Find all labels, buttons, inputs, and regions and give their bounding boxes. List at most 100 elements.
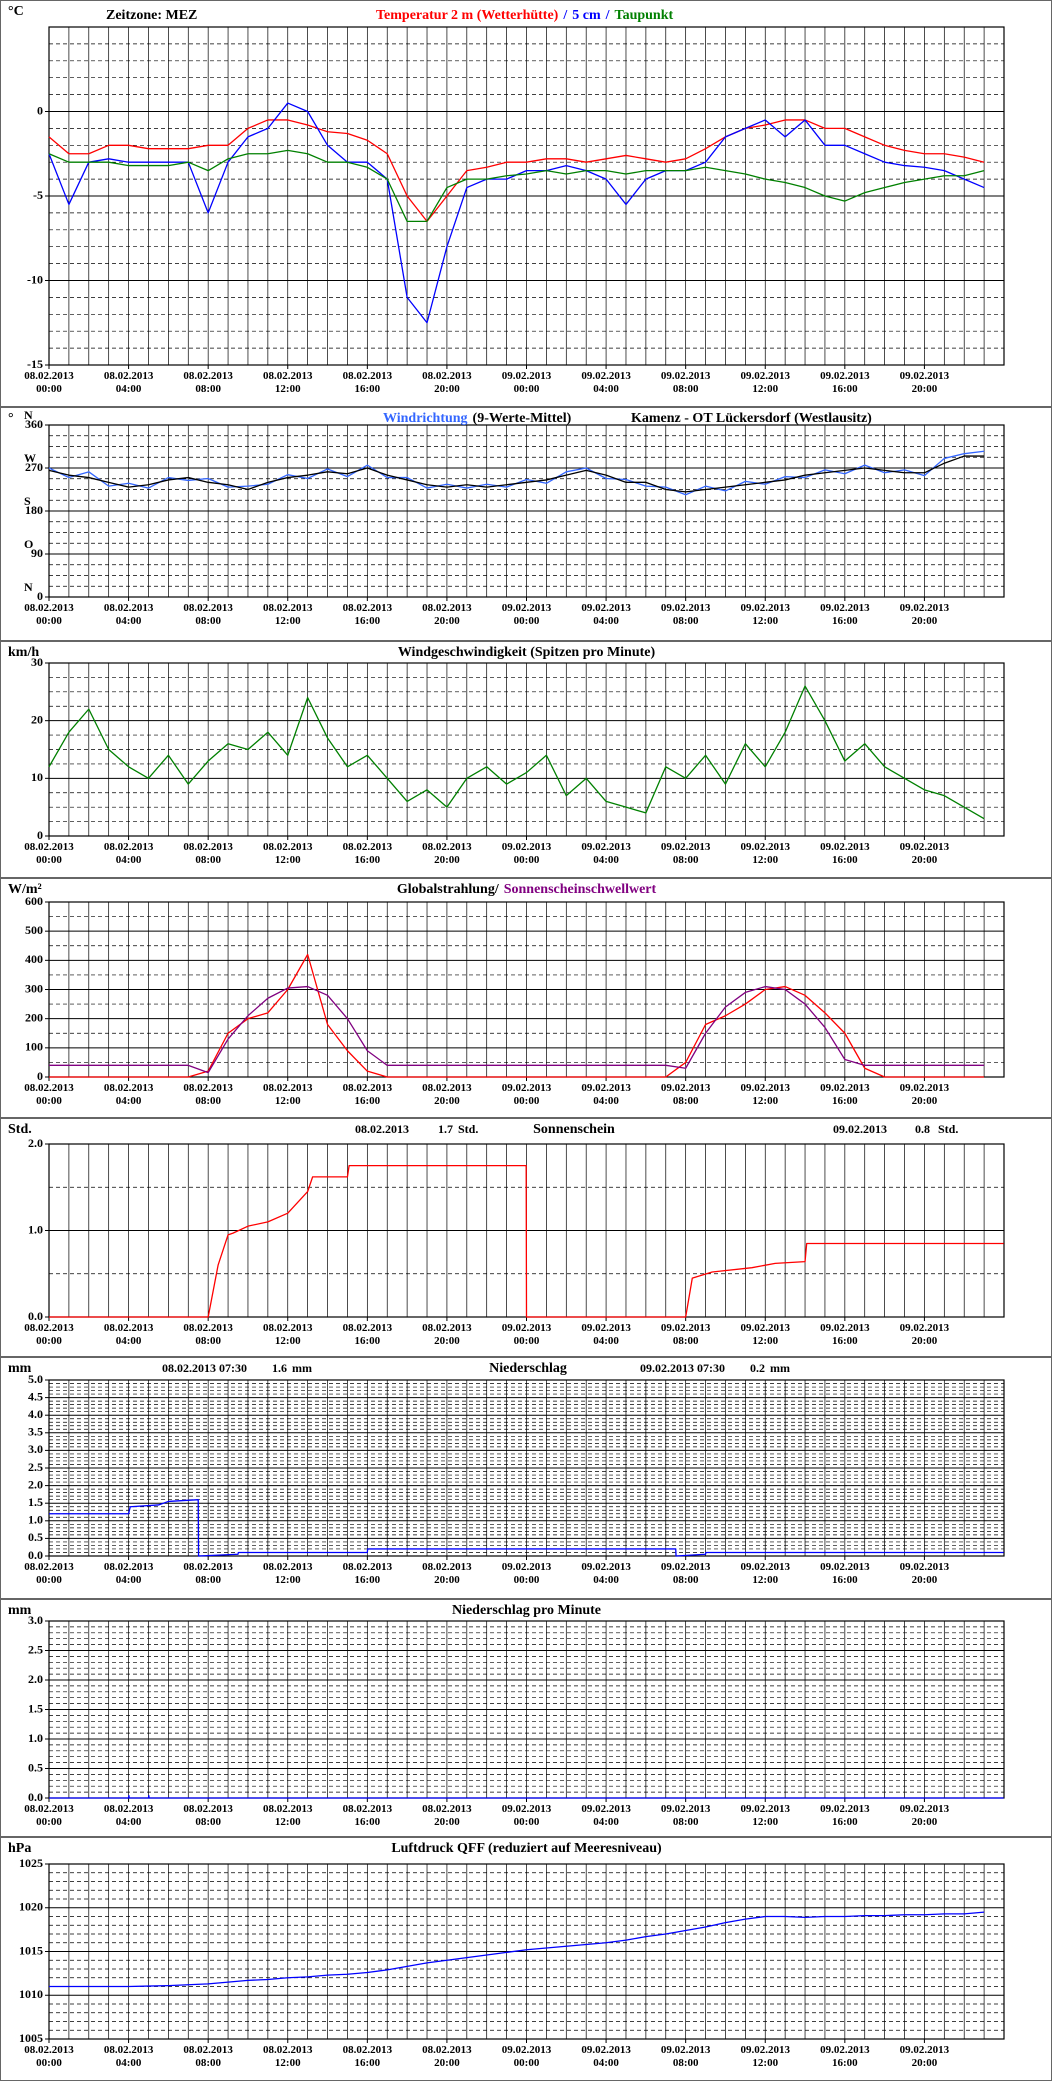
y-tick-name: O bbox=[24, 537, 33, 551]
legend-entry: Sonnenscheinschwellwert bbox=[504, 882, 657, 897]
y-tick-label: 1020 bbox=[19, 1900, 43, 1914]
x-tick-label: 09.02.2013 00:00 bbox=[501, 1322, 552, 1347]
unit-label: °C bbox=[8, 4, 24, 19]
legend: Temperatur 2 m (Wetterhütte)/5 cm / Taupun… bbox=[376, 8, 673, 23]
y-tick-label: 300 bbox=[25, 981, 43, 995]
y-tick-label: 0.5 bbox=[28, 1760, 43, 1774]
day-unit: mm bbox=[292, 1361, 312, 1375]
x-tick-label: 09.02.2013 16:00 bbox=[820, 1803, 870, 1828]
y-tick-label: 1015 bbox=[19, 1943, 43, 1957]
y-tick-label: 2.5 bbox=[28, 1460, 43, 1474]
x-tick-label: 09.02.2013 20:00 bbox=[899, 841, 950, 866]
x-tick-label: 09.02.2013 04:00 bbox=[581, 370, 631, 395]
x-tick-label: 09.02.2013 08:00 bbox=[660, 1322, 711, 1347]
day-date: 09.02.2013 bbox=[833, 1122, 887, 1136]
x-tick-label: 09.02.2013 00:00 bbox=[501, 602, 552, 627]
x-tick-label: 09.02.2013 08:00 bbox=[660, 1561, 711, 1586]
y-tick-label: 2.0 bbox=[28, 1477, 43, 1491]
y-tick-label: 2.0 bbox=[28, 1672, 43, 1686]
x-tick-label: 08.02.2013 12:00 bbox=[263, 602, 313, 627]
y-tick-label: 0.5 bbox=[28, 1530, 43, 1544]
unit-label: W/m² bbox=[8, 882, 42, 897]
legend-entry: / bbox=[562, 8, 568, 23]
y-tick-label: 30 bbox=[31, 655, 43, 669]
x-tick-label: 09.02.2013 00:00 bbox=[501, 1561, 552, 1586]
y-tick-name: N bbox=[24, 580, 33, 594]
y-tick-name: W bbox=[24, 451, 36, 465]
data-line bbox=[48, 450, 985, 496]
y-tick-label: 270 bbox=[25, 460, 43, 474]
chart-title: Windgeschwindigkeit (Spitzen pro Minute) bbox=[398, 645, 656, 660]
y-tick-label: 3.5 bbox=[28, 1425, 43, 1439]
x-tick-label: 09.02.2013 12:00 bbox=[740, 370, 791, 395]
legend-entry: Windrichtung bbox=[383, 411, 468, 426]
x-tick-label: 09.02.2013 00:00 bbox=[501, 2044, 552, 2069]
day-total: 1.6 bbox=[272, 1361, 287, 1375]
x-tick-label: 09.02.2013 00:00 bbox=[501, 841, 552, 866]
x-tick-label: 08.02.2013 00:00 bbox=[24, 1322, 74, 1347]
x-tick-label: 08.02.2013 16:00 bbox=[342, 1322, 393, 1347]
x-tick-label: 08.02.2013 04:00 bbox=[103, 1803, 154, 1828]
day-total: 0.8 bbox=[915, 1122, 930, 1136]
x-tick-label: 08.02.2013 04:00 bbox=[103, 2044, 154, 2069]
y-tick-label: 600 bbox=[25, 894, 43, 908]
y-tick-label: 200 bbox=[25, 1010, 43, 1024]
x-tick-label: 08.02.2013 12:00 bbox=[263, 841, 313, 866]
x-tick-label: 08.02.2013 08:00 bbox=[183, 602, 233, 627]
x-tick-label: 09.02.2013 16:00 bbox=[820, 2044, 870, 2069]
x-tick-label: 09.02.2013 20:00 bbox=[899, 1803, 950, 1828]
legend-entry: (9-Werte-Mittel) bbox=[473, 411, 572, 426]
x-tick-label: 08.02.2013 12:00 bbox=[263, 1082, 313, 1107]
x-tick-label: 08.02.2013 04:00 bbox=[103, 1082, 154, 1107]
x-tick-label: 08.02.2013 08:00 bbox=[183, 841, 233, 866]
legend: Globalstrahlung/Sonnenscheinschwellwert bbox=[397, 882, 657, 897]
y-tick-name: S bbox=[24, 494, 31, 508]
day-date: 08.02.2013 07:30 bbox=[162, 1361, 247, 1375]
x-tick-label: 08.02.2013 00:00 bbox=[24, 1082, 74, 1107]
x-tick-label: 08.02.2013 20:00 bbox=[422, 1803, 472, 1828]
x-tick-label: 08.02.2013 20:00 bbox=[422, 1322, 472, 1347]
x-tick-label: 08.02.2013 08:00 bbox=[183, 370, 233, 395]
data-line bbox=[49, 1911, 985, 1988]
legend: Windrichtung (9-Werte-Mittel) bbox=[383, 411, 572, 426]
x-tick-label: 09.02.2013 12:00 bbox=[740, 1803, 791, 1828]
y-tick-label: 180 bbox=[25, 503, 43, 517]
x-tick-label: 09.02.2013 04:00 bbox=[581, 841, 631, 866]
x-tick-label: 08.02.2013 00:00 bbox=[24, 1561, 74, 1586]
unit-label: mm bbox=[8, 1603, 32, 1618]
y-tick-label: 100 bbox=[25, 1040, 43, 1054]
x-tick-label: 09.02.2013 08:00 bbox=[660, 1803, 711, 1828]
y-tick-label: 5.0 bbox=[28, 1372, 43, 1386]
data-line bbox=[48, 119, 985, 222]
x-tick-label: 09.02.2013 08:00 bbox=[660, 370, 711, 395]
chart-title: Luftdruck QFF (reduziert auf Meeresnivea… bbox=[391, 1841, 662, 1856]
x-tick-label: 08.02.2013 04:00 bbox=[103, 841, 154, 866]
x-tick-label: 09.02.2013 20:00 bbox=[899, 2044, 950, 2069]
x-tick-label: 08.02.2013 12:00 bbox=[263, 1322, 313, 1347]
unit-label: km/h bbox=[8, 645, 39, 660]
x-tick-label: 09.02.2013 16:00 bbox=[820, 841, 870, 866]
x-tick-label: 09.02.2013 00:00 bbox=[501, 1082, 552, 1107]
x-tick-label: 08.02.2013 20:00 bbox=[422, 1561, 472, 1586]
y-tick-label: 10 bbox=[31, 770, 43, 784]
data-line bbox=[49, 985, 985, 1074]
y-tick-label: 4.0 bbox=[28, 1407, 43, 1421]
data-line bbox=[49, 953, 985, 1078]
y-tick-label: 400 bbox=[25, 952, 43, 966]
day-total: 1.7 bbox=[438, 1122, 453, 1136]
x-tick-label: 08.02.2013 04:00 bbox=[103, 370, 154, 395]
y-tick-label: -15 bbox=[27, 357, 43, 371]
y-tick-label: -10 bbox=[27, 272, 43, 286]
y-tick-label: 1005 bbox=[19, 2031, 43, 2045]
unit-label: hPa bbox=[8, 1841, 31, 1856]
x-tick-label: 08.02.2013 12:00 bbox=[263, 2044, 313, 2069]
x-tick-label: 08.02.2013 04:00 bbox=[103, 1322, 154, 1347]
x-tick-label: 08.02.2013 00:00 bbox=[24, 2044, 74, 2069]
day-date: 09.02.2013 07:30 bbox=[640, 1361, 725, 1375]
y-tick-label: 360 bbox=[25, 417, 43, 431]
x-tick-label: 08.02.2013 08:00 bbox=[183, 1322, 233, 1347]
x-tick-label: 08.02.2013 08:00 bbox=[183, 2044, 233, 2069]
x-tick-label: 09.02.2013 04:00 bbox=[581, 1082, 631, 1107]
x-tick-label: 09.02.2013 12:00 bbox=[740, 1561, 791, 1586]
x-tick-label: 09.02.2013 08:00 bbox=[660, 841, 711, 866]
